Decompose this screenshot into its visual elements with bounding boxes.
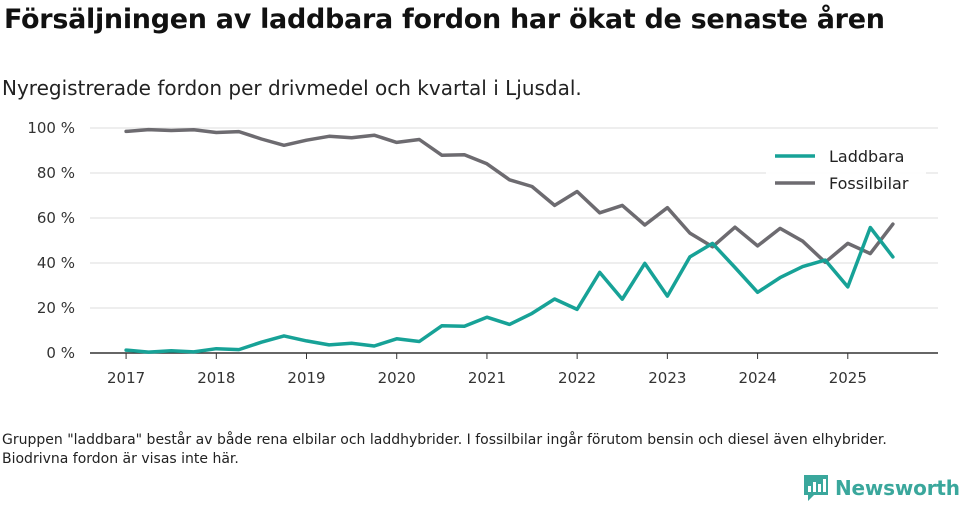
- newsworthy-logo-icon: [804, 475, 828, 501]
- x-tick-label: 2021: [468, 369, 506, 387]
- x-tick-label: 2022: [558, 369, 596, 387]
- brand-name: Newsworthy: [835, 476, 960, 500]
- footnote: Gruppen "laddbara" består av både rena e…: [2, 432, 887, 467]
- series-line-laddbara: [124, 225, 895, 354]
- y-tick-label: 60 %: [37, 209, 75, 227]
- legend-label: Fossilbilar: [829, 174, 909, 193]
- legend-label: Laddbara: [829, 147, 904, 166]
- y-tick-label: 100 %: [27, 119, 75, 137]
- x-tick-label: 2020: [378, 369, 416, 387]
- x-tick-label: 2025: [829, 369, 867, 387]
- brand-logo[interactable]: Newsworthy: [803, 474, 960, 502]
- chart-title: Försäljningen av laddbara fordon har öka…: [4, 4, 885, 35]
- y-tick-label: 0 %: [46, 344, 75, 362]
- y-axis: 0 % 20 % 40 % 60 % 80 % 100 %: [27, 119, 75, 362]
- legend: Laddbara Fossilbilar: [766, 143, 926, 201]
- y-tick-label: 20 %: [37, 299, 75, 317]
- series-lines: [124, 127, 895, 354]
- y-tick-label: 40 %: [37, 254, 75, 272]
- x-tick-label: 2019: [287, 369, 325, 387]
- x-tick-label: 2018: [197, 369, 235, 387]
- x-tick-label: 2024: [738, 369, 776, 387]
- legend-background: [766, 143, 926, 201]
- chart-subtitle: Nyregistrerade fordon per drivmedel och …: [2, 76, 582, 100]
- x-tick-label: 2017: [107, 369, 145, 387]
- y-tick-label: 80 %: [37, 164, 75, 182]
- series-line-fossilbilar: [124, 127, 895, 265]
- x-axis: 2017 2018 2019 2020 2021 2022 2023 2024 2025: [90, 352, 938, 387]
- line-chart: 0 % 20 % 40 % 60 % 80 % 100 % 2017 2018 2019 202…: [27, 119, 938, 387]
- x-tick-label: 2023: [648, 369, 686, 387]
